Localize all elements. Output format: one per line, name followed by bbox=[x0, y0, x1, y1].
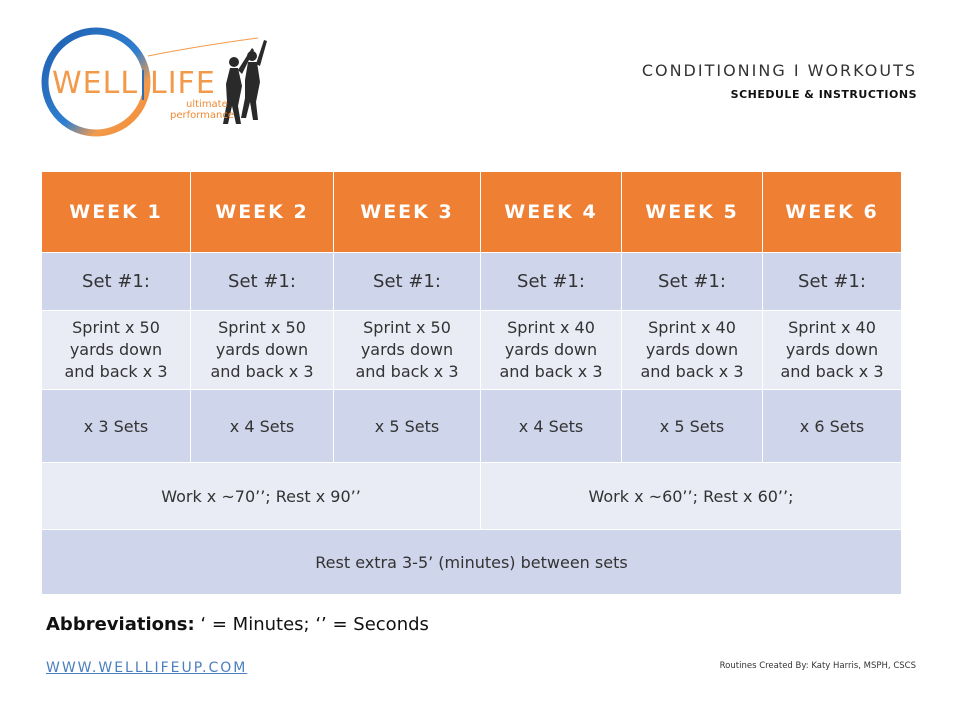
logo-tagline-1: ultimate bbox=[186, 99, 228, 110]
abbreviations-text: ‘ = Minutes; ‘’ = Seconds bbox=[194, 614, 429, 635]
sprint-line: Sprint x 40 bbox=[507, 318, 595, 337]
set-label-cell: Set #1: bbox=[190, 252, 334, 311]
work-rest-cell-weeks-1-3: Work x ~70’’; Rest x 90’’ bbox=[41, 462, 481, 530]
sprint-line: yards down bbox=[645, 340, 739, 359]
table-header-row: WEEK 1 WEEK 2 WEEK 3 WEEK 4 WEEK 5 WEEK … bbox=[41, 171, 902, 253]
week-header: WEEK 3 bbox=[333, 171, 481, 253]
website-link[interactable]: WWW.WELLLIFEUP.COM bbox=[46, 660, 248, 676]
page-subtitle: SCHEDULE & INSTRUCTIONS bbox=[730, 88, 917, 101]
players-silhouette-icon bbox=[223, 40, 267, 124]
sprint-cell: Sprint x 40 yards down and back x 3 bbox=[480, 310, 622, 390]
page-title: CONDITIONING I WORKOUTS bbox=[641, 61, 917, 80]
set-label-cell: Set #1: bbox=[480, 252, 622, 311]
logo-word-life: LIFE bbox=[150, 66, 216, 101]
set-label-cell: Set #1: bbox=[333, 252, 481, 311]
sets-cell: x 4 Sets bbox=[480, 389, 622, 463]
sprint-line: Sprint x 40 bbox=[648, 318, 736, 337]
sprint-line: Sprint x 50 bbox=[218, 318, 306, 337]
set-label-cell: Set #1: bbox=[621, 252, 763, 311]
table-row: Sprint x 50 yards down and back x 3 Spri… bbox=[41, 310, 902, 390]
sprint-cell: Sprint x 40 yards down and back x 3 bbox=[621, 310, 763, 390]
sprint-line: yards down bbox=[504, 340, 598, 359]
logo-separator bbox=[142, 70, 144, 100]
logo-tagline-2: performance bbox=[170, 110, 235, 121]
sprint-line: and back x 3 bbox=[64, 362, 168, 381]
table-row: x 3 Sets x 4 Sets x 5 Sets x 4 Sets x 5 … bbox=[41, 389, 902, 463]
rest-note-cell: Rest extra 3-5’ (minutes) between sets bbox=[41, 529, 902, 595]
table-row: Set #1: Set #1: Set #1: Set #1: Set #1: … bbox=[41, 252, 902, 311]
table-row: Work x ~70’’; Rest x 90’’ Work x ~60’’; … bbox=[41, 462, 902, 530]
week-header: WEEK 2 bbox=[190, 171, 334, 253]
sprint-line: Sprint x 40 bbox=[788, 318, 876, 337]
week-header: WEEK 6 bbox=[762, 171, 902, 253]
week-header: WEEK 5 bbox=[621, 171, 763, 253]
sprint-line: and back x 3 bbox=[210, 362, 314, 381]
sprint-line: yards down bbox=[360, 340, 454, 359]
sets-cell: x 4 Sets bbox=[190, 389, 334, 463]
sets-cell: x 6 Sets bbox=[762, 389, 902, 463]
set-label-cell: Set #1: bbox=[41, 252, 191, 311]
sprint-cell: Sprint x 50 yards down and back x 3 bbox=[190, 310, 334, 390]
sprint-line: and back x 3 bbox=[640, 362, 744, 381]
credit-text: Routines Created By: Katy Harris, MSPH, … bbox=[719, 661, 916, 671]
logo-ring-graphic bbox=[41, 27, 267, 137]
sprint-line: Sprint x 50 bbox=[363, 318, 451, 337]
logo: WELL LIFE ultimate performance bbox=[38, 26, 278, 138]
schedule-table: WEEK 1 WEEK 2 WEEK 3 WEEK 4 WEEK 5 WEEK … bbox=[41, 171, 902, 595]
sprint-line: yards down bbox=[69, 340, 163, 359]
abbreviations-label: Abbreviations: bbox=[46, 614, 195, 635]
table-row: Rest extra 3-5’ (minutes) between sets bbox=[41, 529, 902, 595]
work-rest-cell-weeks-4-6: Work x ~60’’; Rest x 60’’; bbox=[480, 462, 902, 530]
sprint-cell: Sprint x 50 yards down and back x 3 bbox=[333, 310, 481, 390]
logo-word-well: WELL bbox=[52, 66, 139, 101]
set-label-cell: Set #1: bbox=[762, 252, 902, 311]
sets-cell: x 5 Sets bbox=[621, 389, 763, 463]
sprint-line: Sprint x 50 bbox=[72, 318, 160, 337]
sets-cell: x 5 Sets bbox=[333, 389, 481, 463]
sprint-cell: Sprint x 40 yards down and back x 3 bbox=[762, 310, 902, 390]
sprint-cell: Sprint x 50 yards down and back x 3 bbox=[41, 310, 191, 390]
week-header: WEEK 4 bbox=[480, 171, 622, 253]
sprint-line: and back x 3 bbox=[499, 362, 603, 381]
week-header: WEEK 1 bbox=[41, 171, 191, 253]
sets-cell: x 3 Sets bbox=[41, 389, 191, 463]
abbreviations-note: Abbreviations: ‘ = Minutes; ‘’ = Seconds bbox=[46, 614, 429, 635]
sprint-line: yards down bbox=[785, 340, 879, 359]
sprint-line: and back x 3 bbox=[780, 362, 884, 381]
sprint-line: and back x 3 bbox=[355, 362, 459, 381]
sprint-line: yards down bbox=[215, 340, 309, 359]
